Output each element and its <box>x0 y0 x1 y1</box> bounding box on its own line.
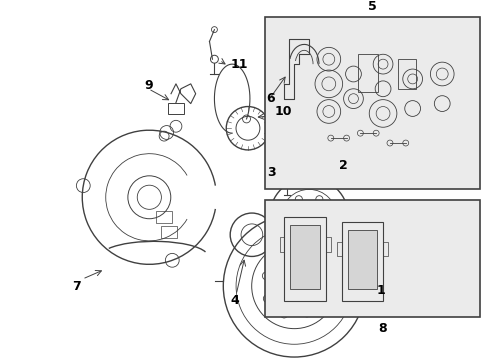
Bar <box>168 103 183 114</box>
Bar <box>397 59 415 89</box>
Text: 2: 2 <box>338 159 346 172</box>
Bar <box>325 237 330 252</box>
Text: 5: 5 <box>367 0 376 13</box>
Text: 4: 4 <box>230 294 239 307</box>
Bar <box>358 54 377 92</box>
Text: 6: 6 <box>266 92 275 105</box>
Bar <box>382 242 387 256</box>
Text: 3: 3 <box>267 166 276 179</box>
Text: 1: 1 <box>375 284 384 297</box>
Bar <box>279 237 284 252</box>
Text: 10: 10 <box>274 105 291 118</box>
Bar <box>161 226 177 238</box>
Text: 11: 11 <box>230 58 247 71</box>
Bar <box>347 230 376 289</box>
Text: 7: 7 <box>72 279 81 293</box>
Bar <box>341 222 382 301</box>
Text: 9: 9 <box>144 79 153 92</box>
Text: 8: 8 <box>378 322 386 335</box>
Bar <box>284 217 325 301</box>
Bar <box>264 17 479 189</box>
Bar <box>336 242 341 256</box>
Bar <box>290 225 319 289</box>
Bar <box>264 200 479 316</box>
Bar <box>156 211 172 223</box>
